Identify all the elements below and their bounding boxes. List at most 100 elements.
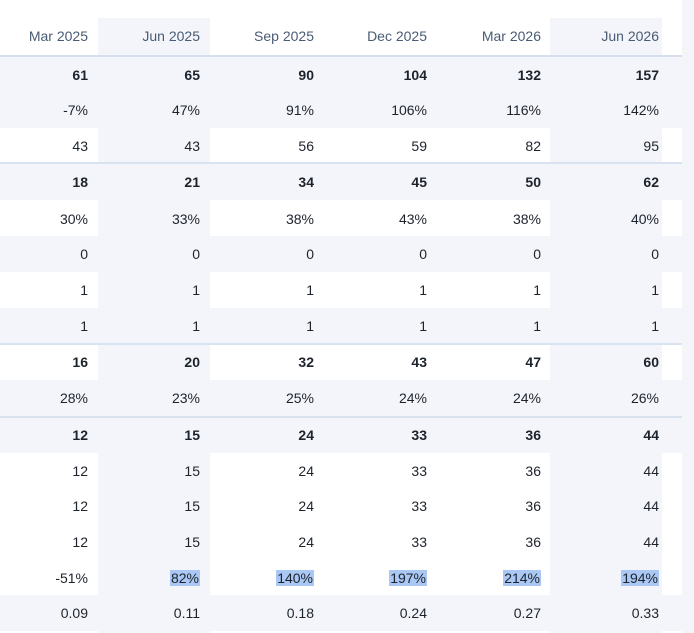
table-row[interactable]: 18 21 34 45 50 62 — [0, 164, 682, 200]
column-header[interactable]: Sep 2025 — [254, 28, 314, 44]
table-cell[interactable]: 1 — [220, 272, 334, 308]
table-cell[interactable]: 65 — [108, 57, 220, 93]
table-row[interactable]: 28% 23% 25% 24% 24% 26% — [0, 380, 682, 416]
table-cell[interactable]: 15 — [108, 488, 220, 524]
table-cell[interactable]: 1 — [334, 272, 447, 308]
table-cell[interactable]: 15 — [108, 453, 220, 489]
table-cell[interactable]: 0 — [0, 236, 108, 272]
table-cell[interactable]: 50 — [447, 164, 561, 200]
table-cell[interactable]: 24 — [220, 417, 334, 453]
table-cell[interactable]: 24 — [220, 524, 334, 560]
table-cell[interactable]: 194% — [561, 560, 679, 596]
table-cell[interactable]: 0 — [561, 236, 679, 272]
column-header[interactable]: Mar 2026 — [481, 28, 541, 44]
table-cell[interactable]: 0 — [447, 236, 561, 272]
table-cell[interactable]: 18 — [0, 164, 108, 200]
table-row[interactable]: 0 0 0 0 0 0 — [0, 236, 682, 272]
table-cell[interactable]: 43 — [334, 344, 447, 380]
table-cell[interactable]: 106% — [334, 92, 447, 128]
table-cell[interactable]: 24% — [334, 380, 447, 416]
table-cell[interactable]: 0.24 — [334, 595, 447, 631]
table-cell[interactable]: 44 — [561, 453, 679, 489]
table-cell[interactable]: 34 — [220, 164, 334, 200]
table-cell[interactable]: 43 — [108, 128, 220, 164]
table-cell[interactable]: 36 — [447, 417, 561, 453]
table-cell[interactable]: 12 — [0, 488, 108, 524]
table-row[interactable]: 12 15 24 33 36 44 — [0, 453, 682, 489]
table-cell[interactable]: 40% — [561, 201, 679, 237]
table-cell[interactable]: 12 — [0, 524, 108, 560]
table-cell[interactable]: 45 — [334, 164, 447, 200]
table-cell[interactable]: 43 — [0, 128, 108, 164]
table-cell[interactable]: 15 — [108, 417, 220, 453]
table-row[interactable]: 12 15 24 33 36 44 — [0, 524, 682, 560]
table-cell[interactable]: 36 — [447, 524, 561, 560]
table-cell[interactable]: 25% — [220, 380, 334, 416]
table-cell[interactable]: 132 — [447, 57, 561, 93]
table-cell[interactable]: 1 — [108, 272, 220, 308]
table-cell[interactable]: 32 — [220, 344, 334, 380]
table-cell[interactable]: 26% — [561, 380, 679, 416]
table-cell[interactable]: 1 — [0, 272, 108, 308]
table-cell[interactable]: 15 — [108, 524, 220, 560]
table-cell[interactable]: 44 — [561, 524, 679, 560]
table-cell[interactable]: 0.09 — [0, 595, 108, 631]
table-cell[interactable]: 214% — [447, 560, 561, 596]
table-cell[interactable]: 33 — [334, 488, 447, 524]
table-row[interactable]: 12 15 24 33 36 44 — [0, 488, 682, 524]
table-cell[interactable]: 0 — [108, 236, 220, 272]
table-cell[interactable]: 21 — [108, 164, 220, 200]
table-row[interactable]: 16 20 32 43 47 60 — [0, 344, 682, 380]
table-cell[interactable]: 33 — [334, 524, 447, 560]
table-cell[interactable]: 30% — [0, 201, 108, 237]
table-cell[interactable]: 0 — [334, 236, 447, 272]
table-row[interactable]: 1 1 1 1 1 1 — [0, 308, 682, 344]
table-row[interactable]: 0.09 0.11 0.18 0.24 0.27 0.33 — [0, 595, 682, 631]
table-cell[interactable]: 56 — [220, 128, 334, 164]
table-row[interactable]: 30% 33% 38% 43% 38% 40% — [0, 201, 682, 237]
table-cell[interactable]: 157 — [561, 57, 679, 93]
table-cell[interactable]: 95 — [561, 128, 679, 164]
table-cell[interactable]: -7% — [0, 92, 108, 128]
table-cell[interactable]: 60 — [561, 344, 679, 380]
table-cell[interactable]: 0.18 — [220, 595, 334, 631]
scrollbar-track[interactable] — [682, 0, 694, 633]
table-cell[interactable]: 33% — [108, 201, 220, 237]
table-cell[interactable]: 142% — [561, 92, 679, 128]
table-cell[interactable]: -51% — [0, 560, 108, 596]
table-row[interactable]: -7% 47% 91% 106% 116% 142% — [0, 92, 682, 128]
table-row[interactable]: 43 43 56 59 82 95 — [0, 128, 682, 164]
table-cell[interactable]: 43% — [334, 201, 447, 237]
table-cell[interactable]: 104 — [334, 57, 447, 93]
table-cell[interactable]: 1 — [447, 272, 561, 308]
table-cell[interactable]: 62 — [561, 164, 679, 200]
table-row[interactable]: 61 65 90 104 132 157 — [0, 57, 682, 93]
table-cell[interactable]: 1 — [334, 308, 447, 344]
table-cell[interactable]: 1 — [108, 308, 220, 344]
column-header[interactable]: Mar 2025 — [28, 28, 88, 44]
table-cell[interactable]: 82% — [108, 560, 220, 596]
table-cell[interactable]: 38% — [447, 201, 561, 237]
table-cell[interactable]: 1 — [447, 308, 561, 344]
table-cell[interactable]: 91% — [220, 92, 334, 128]
table-cell[interactable]: 1 — [220, 308, 334, 344]
table-cell[interactable]: 28% — [0, 380, 108, 416]
table-cell[interactable]: 47 — [447, 344, 561, 380]
table-cell[interactable]: 24% — [447, 380, 561, 416]
table-cell[interactable]: 140% — [220, 560, 334, 596]
table-cell[interactable]: 36 — [447, 453, 561, 489]
table-cell[interactable]: 24 — [220, 488, 334, 524]
table-cell[interactable]: 61 — [0, 57, 108, 93]
table-cell[interactable]: 44 — [561, 417, 679, 453]
table-cell[interactable]: 38% — [220, 201, 334, 237]
table-cell[interactable]: 47% — [108, 92, 220, 128]
table-cell[interactable]: 20 — [108, 344, 220, 380]
table-cell[interactable]: 0.33 — [561, 595, 679, 631]
table-cell[interactable]: 1 — [561, 272, 679, 308]
table-cell[interactable]: 0 — [220, 236, 334, 272]
table-cell[interactable]: 24 — [220, 453, 334, 489]
table-cell[interactable]: 36 — [447, 488, 561, 524]
table-cell[interactable]: 116% — [447, 92, 561, 128]
table-cell[interactable]: 1 — [561, 308, 679, 344]
table-cell[interactable]: 90 — [220, 57, 334, 93]
